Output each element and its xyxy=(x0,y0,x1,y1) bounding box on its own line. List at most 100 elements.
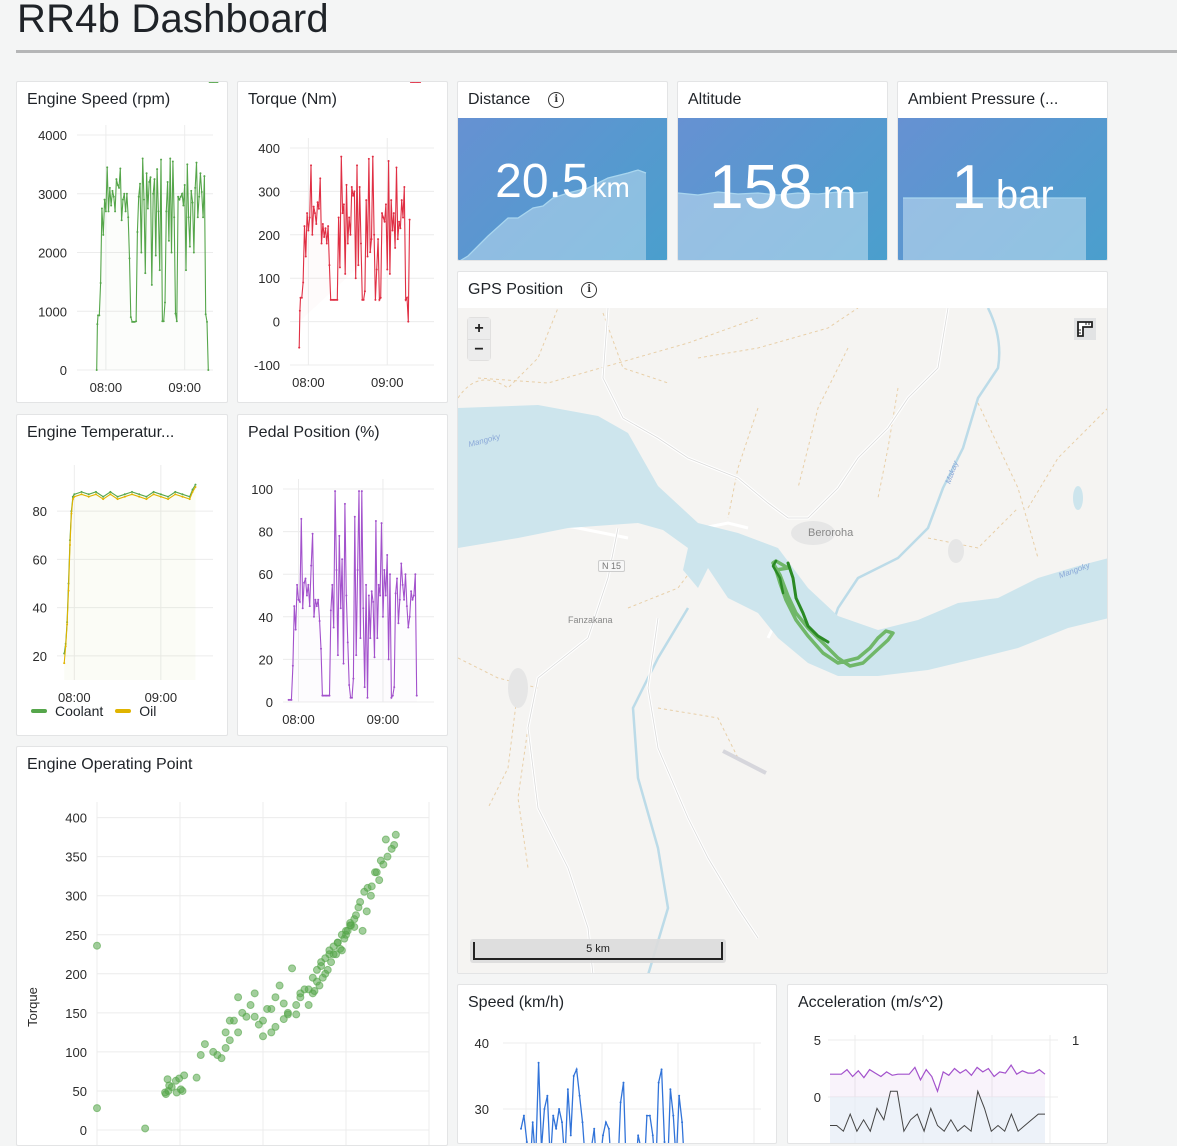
scatter-point xyxy=(200,1040,209,1049)
oil-swatch xyxy=(115,709,132,713)
y-tick-label: 0 xyxy=(60,363,67,378)
data-point xyxy=(411,598,414,601)
data-point xyxy=(87,493,90,496)
data-point xyxy=(296,583,299,586)
data-point xyxy=(181,495,184,498)
data-point xyxy=(399,227,402,230)
speed-chart[interactable]: 30 40 xyxy=(458,985,777,1144)
panel-title[interactable]: Distance i xyxy=(468,91,565,109)
scatter-point xyxy=(250,989,259,998)
data-point xyxy=(381,212,383,215)
data-point xyxy=(153,178,156,181)
scatter-point xyxy=(372,868,381,877)
data-point xyxy=(369,251,372,254)
info-icon[interactable]: i xyxy=(548,92,565,108)
panel-title[interactable]: Engine Operating Point xyxy=(27,756,193,773)
data-point xyxy=(363,686,366,689)
panel-title[interactable]: Engine Temperatur... xyxy=(27,424,175,441)
y-tick-label: 400 xyxy=(258,141,280,156)
x-tick-label: 09:00 xyxy=(371,375,404,390)
zoom-out-button[interactable]: − xyxy=(468,339,490,360)
gps-route xyxy=(771,559,895,668)
measure-button[interactable] xyxy=(1074,318,1096,340)
scatter-point xyxy=(383,852,392,861)
data-point xyxy=(298,309,301,312)
data-point xyxy=(322,694,325,697)
data-point xyxy=(394,592,397,595)
data-point xyxy=(181,493,184,496)
data-point xyxy=(144,272,147,275)
data-point xyxy=(190,189,193,192)
scatter-point xyxy=(279,999,288,1008)
data-point xyxy=(373,233,376,236)
data-point xyxy=(340,155,343,158)
data-point xyxy=(350,696,353,699)
data-point xyxy=(196,216,199,219)
pedal-position-chart[interactable]: 0 20 40 60 80 100 08:00 09:00 xyxy=(238,415,448,736)
data-point xyxy=(348,216,351,219)
y-tick-label: 100 xyxy=(258,271,280,286)
acceleration-chart[interactable]: 5 0 1 xyxy=(788,985,1108,1144)
data-point xyxy=(396,577,399,580)
data-point xyxy=(102,498,105,501)
data-point xyxy=(363,290,366,293)
data-point xyxy=(67,589,70,592)
data-point xyxy=(100,207,103,210)
data-point xyxy=(108,186,111,189)
zoom-in-button[interactable]: + xyxy=(468,318,490,339)
data-point xyxy=(314,598,317,601)
engine-speed-chart[interactable]: 0 1000 2000 3000 4000 08:00 09:00 xyxy=(17,82,228,403)
panel-title[interactable]: Ambient Pressure (... xyxy=(908,91,1059,108)
data-point xyxy=(375,268,378,271)
data-point xyxy=(377,583,380,586)
scatter-point xyxy=(271,1022,280,1031)
data-point xyxy=(188,245,191,248)
engine-temperature-chart[interactable]: 20 40 60 80 08:00 09:00 xyxy=(17,415,228,736)
data-point xyxy=(310,164,313,167)
panel-title[interactable]: Pedal Position (%) xyxy=(248,424,380,441)
data-point xyxy=(73,493,76,496)
acceleration-panel: Acceleration (m/s^2) 5 0 1 xyxy=(787,984,1108,1144)
data-point xyxy=(142,198,145,201)
scatter-point xyxy=(362,907,371,916)
panel-title[interactable]: Altitude xyxy=(688,91,742,108)
data-point xyxy=(297,598,300,601)
panel-title[interactable]: Engine Speed (rpm) xyxy=(27,91,171,108)
data-point xyxy=(575,1068,578,1071)
data-point xyxy=(619,1101,622,1104)
data-point xyxy=(359,242,362,245)
data-point xyxy=(352,677,355,680)
data-point xyxy=(325,694,328,697)
data-point xyxy=(398,220,401,223)
data-point xyxy=(328,694,331,697)
panel-title[interactable]: GPS Position i xyxy=(468,281,598,299)
legend-item-coolant[interactable]: Coolant xyxy=(31,703,103,719)
data-point xyxy=(87,495,90,498)
data-point xyxy=(163,301,166,304)
legend-item-oil[interactable]: Oil xyxy=(115,703,156,719)
data-point xyxy=(350,186,353,189)
panel-title[interactable]: Torque (Nm) xyxy=(248,91,337,108)
info-icon[interactable]: i xyxy=(581,282,598,298)
data-point xyxy=(316,201,319,204)
data-point xyxy=(174,493,177,496)
panel-title[interactable]: Speed (km/h) xyxy=(468,994,565,1011)
data-point xyxy=(136,230,139,233)
data-point xyxy=(396,238,399,241)
data-point xyxy=(334,490,337,493)
engine-operating-point-chart[interactable]: 0 50 100 150 200 250 300 350 400 Torque xyxy=(17,747,448,1146)
scatter-point xyxy=(93,941,101,950)
y-tick-label: 250 xyxy=(65,928,87,943)
panel-title[interactable]: Acceleration (m/s^2) xyxy=(798,994,944,1011)
map[interactable]: Beroroha Fanzakana N 15 Mangoky Makay Ma… xyxy=(458,308,1107,973)
sparkline-line xyxy=(460,169,647,260)
data-point xyxy=(294,628,297,631)
series-line-oil xyxy=(63,486,196,664)
data-point xyxy=(137,195,140,198)
y-tick-label: 60 xyxy=(33,552,47,567)
data-point xyxy=(305,594,308,597)
torque-chart[interactable]: -100 0 100 200 300 400 08:00 09:00 xyxy=(238,82,448,403)
series-area xyxy=(299,157,409,348)
stat-value: 158 m xyxy=(678,152,887,223)
data-point xyxy=(345,594,348,597)
